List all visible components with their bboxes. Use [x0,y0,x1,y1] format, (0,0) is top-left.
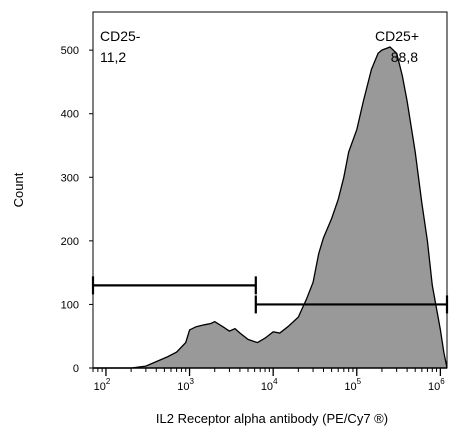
gate-label-cd25-neg-name: CD25- [100,28,141,44]
y-axis-title: Count [11,172,26,207]
x-axis-title: IL2 Receptor alpha antibody (PE/Cy7 ®) [156,411,388,426]
y-tick-label-0: 0 [73,363,79,375]
y-tick-label-5: 500 [61,45,79,57]
y-tick-label-2: 200 [61,236,79,248]
y-tick-label-1: 100 [61,299,79,311]
x-tick-label-3: 105 [344,377,361,393]
x-tick-label-4: 106 [428,377,445,393]
histogram-layer [93,46,448,369]
histogram-fill [93,47,447,368]
y-tick-label-4: 400 [61,109,79,121]
x-axis: 102 103 104 105 106 [92,367,447,393]
gate-label-cd25-pos-value: 88,8 [391,49,418,65]
x-tick-label-0: 102 [94,377,111,393]
y-tick-label-3: 300 [61,172,79,184]
gate-label-cd25-neg-value: 11,2 [100,49,126,65]
y-axis: 0 100 200 300 400 500 [61,45,93,375]
x-tick-label-1: 103 [177,377,194,393]
histogram-outline [93,46,448,369]
gate-label-cd25-pos-name: CD25+ [375,28,419,44]
x-tick-label-2: 104 [261,377,278,393]
